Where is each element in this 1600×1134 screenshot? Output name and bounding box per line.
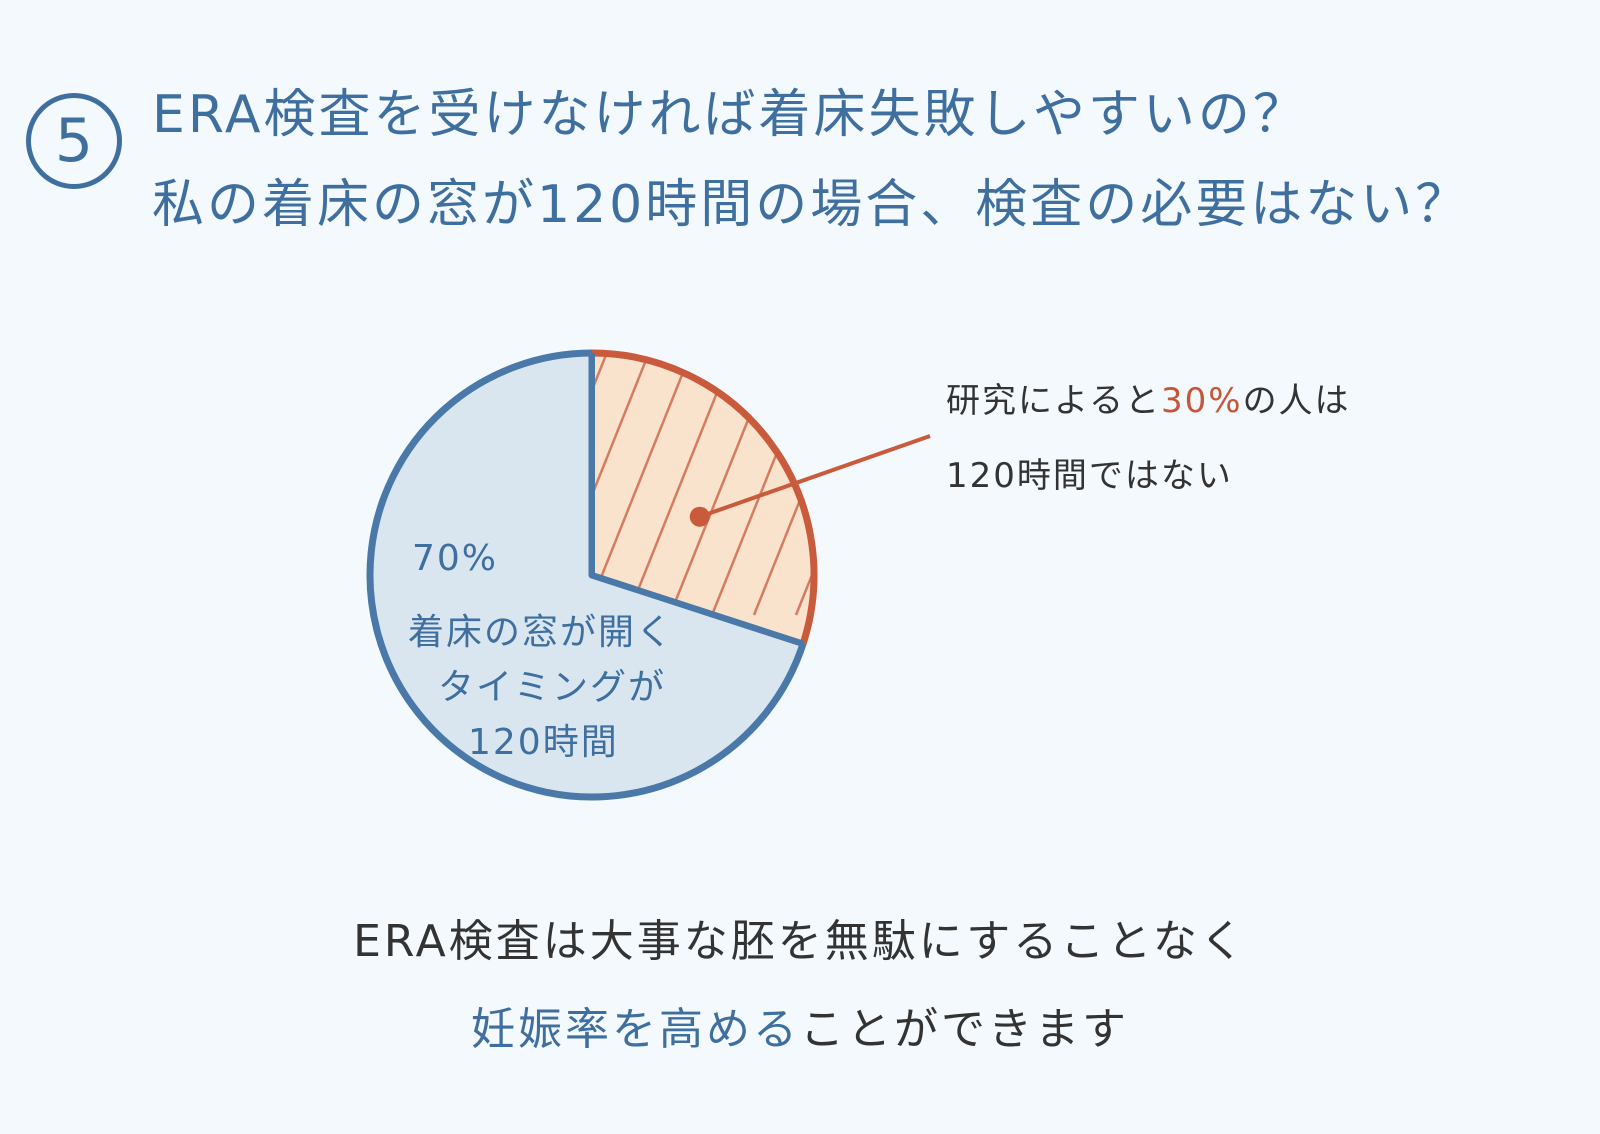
slice-70-label-line3: 120時間 bbox=[468, 722, 619, 763]
pie-chart bbox=[366, 349, 931, 801]
callout-line-2: 120時間ではない bbox=[946, 456, 1233, 496]
slice-70-label-line2: タイミングが bbox=[438, 667, 667, 708]
callout-percent: 30% bbox=[1160, 381, 1243, 421]
hatch-line bbox=[592, 353, 624, 616]
title-line-1: ERA検査を受けなければ着床失敗しやすいの？ bbox=[152, 85, 1308, 145]
slice-70-label-line1: 着床の窓が開く bbox=[408, 612, 675, 653]
callout-dot bbox=[689, 506, 710, 527]
number-badge: 5 bbox=[26, 93, 122, 189]
pie-slice-70 bbox=[366, 349, 807, 801]
slice-70-percent: 70% bbox=[412, 538, 499, 579]
footer-line-2: 妊娠率を高めることができます bbox=[0, 993, 1600, 1057]
header: 5 ERA検査を受けなければ着床失敗しやすいの？ 私の着床の窓が120時間の場合… bbox=[0, 0, 1600, 260]
callout-suffix: の人は bbox=[1242, 381, 1351, 421]
pie-slice-30 bbox=[592, 353, 814, 644]
pie-slice-30-arc bbox=[591, 349, 818, 645]
footer-rest: ことができます bbox=[800, 1004, 1129, 1055]
pie-slice-divider bbox=[589, 353, 805, 647]
callout-leader-line bbox=[699, 434, 931, 519]
callout-line-1: 研究によると30%の人は bbox=[946, 373, 1351, 422]
hatch-line bbox=[592, 353, 666, 616]
callout-prefix: 研究によると bbox=[946, 381, 1161, 421]
footer-line-1: ERA検査は大事な胚を無駄にすることなく bbox=[353, 916, 1247, 967]
footer-highlight: 妊娠率を高める bbox=[471, 1004, 800, 1055]
hatch-line bbox=[838, 315, 958, 615]
title-line-2: 私の着床の窓が120時間の場合、検査の必要はない？ bbox=[152, 175, 1471, 235]
